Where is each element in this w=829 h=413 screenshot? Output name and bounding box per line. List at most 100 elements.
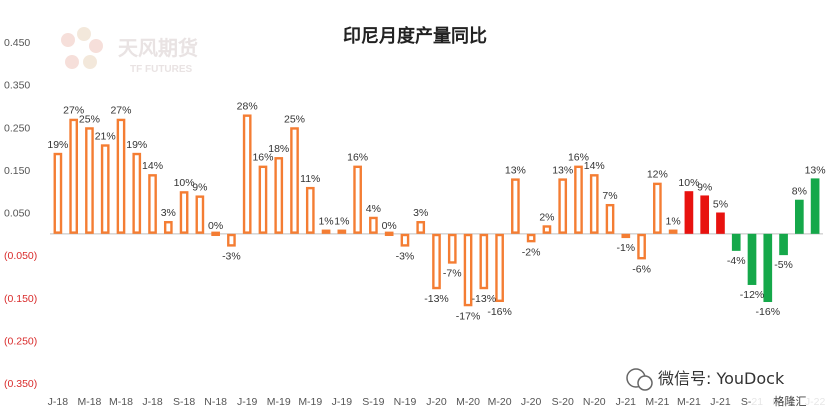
data-label: 27% [110,105,131,117]
bar [574,165,583,234]
data-label: -12% [740,289,765,301]
bar [416,221,426,234]
data-label: 28% [237,100,258,112]
watermark-cn: 天风期货 [118,36,198,60]
x-tick-label: M-18 [77,396,101,408]
corner-mark-bg [752,388,829,413]
wechat-id-text: 微信号: YouDock [658,369,785,388]
corner-mark-text: 格隆汇 [774,394,807,408]
data-label: 9% [697,181,712,193]
bar [463,233,473,307]
data-label: 19% [47,139,68,151]
y-tick-label: 0.050 [4,208,30,220]
data-label: -6% [632,263,651,275]
bar [69,118,79,234]
data-label: 10% [174,177,195,189]
data-label: -3% [396,251,415,263]
y-tick-label: 0.450 [4,37,30,49]
x-tick-label: M-20 [456,396,480,408]
bar [400,233,410,247]
data-label: 0% [208,220,223,232]
data-label: 8% [792,186,807,198]
bar [305,186,315,234]
bar [163,221,173,234]
bar [85,127,94,234]
data-label: -4% [727,255,746,267]
bar [116,118,126,234]
wechat-source-mark: 微信号: YouDock [626,368,785,391]
data-label: 14% [584,160,605,172]
bar [384,231,394,237]
data-label: 16% [568,152,589,164]
data-label: 9% [192,181,207,193]
bar [763,233,773,303]
data-label: 11% [300,173,320,185]
bar [100,144,110,234]
bar [227,233,236,247]
data-label: 3% [413,207,428,219]
watermark-en: TF FUTURES [130,64,193,75]
y-tick-label: (0.050) [4,250,37,262]
data-label: 3% [161,207,176,219]
bar [369,216,378,234]
x-tick-label: M-21 [645,396,669,408]
data-label: 14% [142,160,163,172]
x-tick-label: J-20 [521,396,542,408]
bar [637,233,646,260]
data-label: -7% [443,268,462,280]
bar [447,233,457,264]
data-label: -16% [756,306,781,318]
bar [558,178,568,234]
data-label: 4% [366,203,381,215]
data-label: 18% [268,143,289,155]
bar [258,165,268,234]
x-tick-label: M-19 [298,396,322,408]
y-tick-label: 0.350 [4,80,30,92]
bar [511,178,520,234]
bar [479,233,489,290]
data-label: 10% [678,177,699,189]
bar [589,174,599,234]
data-label: -2% [522,246,541,258]
x-axis: J-18 M-18 M-18 J-18 S-18 N-18 J-19 M-19 M-19 J-19… [48,396,826,408]
x-tick-label: J-18 [48,396,69,408]
x-tick-label: N-19 [394,396,417,408]
x-tick-label: N-18 [204,396,227,408]
y-axis: 0.450 0.350 0.250 0.150 0.050 (0.050) (0.150) (… [4,37,37,390]
bar [337,229,347,234]
data-label: 27% [63,105,84,117]
x-tick-label: J-21 [710,396,731,408]
x-tick-label: S-19 [362,396,384,408]
data-label: 25% [284,113,305,125]
data-label: 12% [647,169,668,181]
data-label: 13% [805,164,826,176]
bar [526,233,536,243]
x-tick-label: M-18 [109,396,133,408]
bar [716,212,725,234]
data-label: -13% [424,293,449,305]
x-tick-label: J-19 [332,396,353,408]
bar [148,174,157,234]
data-label: -5% [774,259,793,271]
bar [211,231,220,237]
data-label: 13% [505,164,526,176]
data-label: -13% [472,293,497,305]
x-tick-label: M-20 [488,396,512,408]
data-label: -17% [456,310,481,322]
data-label: 13% [552,164,573,176]
data-label: -16% [487,306,512,318]
bar [495,233,504,303]
x-tick-label: M-21 [677,396,701,408]
bar [605,203,615,234]
bar [810,178,820,234]
bar [274,157,284,234]
data-label: 7% [602,190,617,202]
data-label: 25% [79,113,100,125]
data-label: 0% [382,220,397,232]
y-tick-label: (0.150) [4,293,37,305]
bar [321,229,331,234]
bar [684,191,694,234]
x-tick-label: J-19 [237,396,258,408]
data-label: 2% [539,211,554,223]
